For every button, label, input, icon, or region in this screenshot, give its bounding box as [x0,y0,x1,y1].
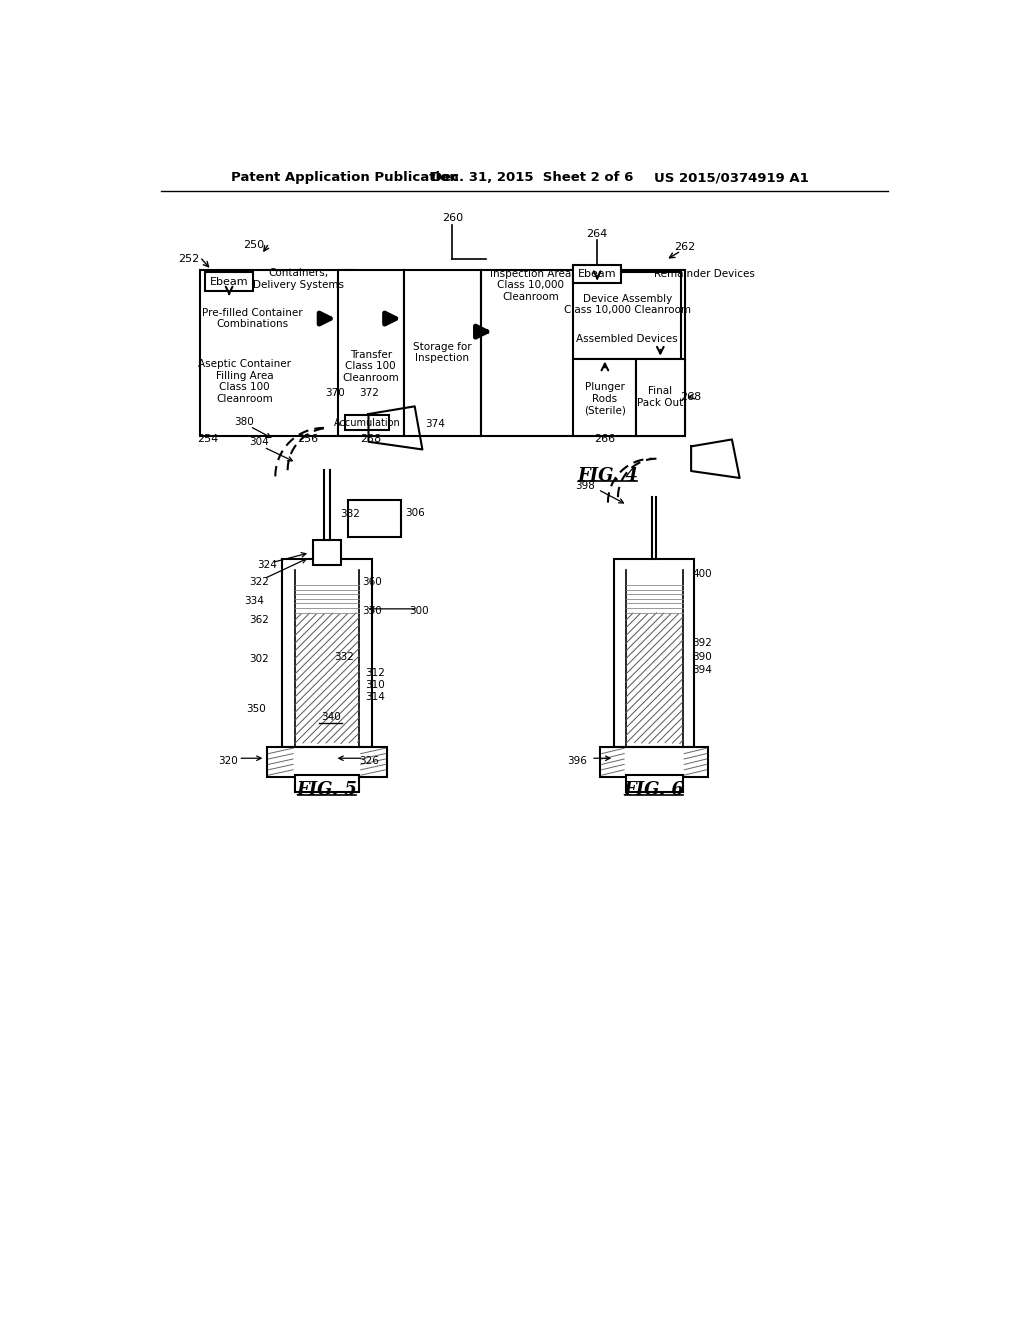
Text: Accumulation: Accumulation [334,417,400,428]
Bar [573,264,621,284]
Bar [348,500,400,537]
Text: 256: 256 [297,434,318,445]
Bar [200,271,354,436]
Text: 262: 262 [675,242,695,252]
Text: 254: 254 [197,434,218,445]
Text: Plunger
Rods
(Sterile): Plunger Rods (Sterile) [584,381,626,416]
Text: Patent Application Publication: Patent Application Publication [230,172,459,185]
Text: Dec. 31, 2015  Sheet 2 of 6: Dec. 31, 2015 Sheet 2 of 6 [431,172,633,185]
Bar [573,272,681,359]
Text: Inspection Area
Class 10,000
Cleanroom: Inspection Area Class 10,000 Cleanroom [490,269,571,302]
Text: Transfer
Class 100
Cleanroom: Transfer Class 100 Cleanroom [342,350,399,383]
Bar [295,775,359,792]
Text: Pre-filled Container
Combinations: Pre-filled Container Combinations [202,308,302,330]
Text: 326: 326 [359,756,379,767]
Text: 312: 312 [365,668,385,677]
Text: 300: 300 [410,606,429,616]
Text: Ebeam: Ebeam [210,277,249,286]
Text: Aseptic Container
Filling Area
Class 100
Cleanroom: Aseptic Container Filling Area Class 100… [198,359,291,404]
Text: 370: 370 [325,388,344,399]
Text: FIG. 5: FIG. 5 [297,781,357,799]
Text: FIG. 4: FIG. 4 [578,467,638,484]
Text: Remainder Devices: Remainder Devices [654,269,755,279]
Text: 340: 340 [321,711,341,722]
Bar [283,558,372,747]
Bar [614,558,694,747]
Text: 360: 360 [361,577,382,587]
Text: 302: 302 [249,653,269,664]
Text: 350: 350 [246,704,266,714]
Bar [637,359,685,436]
Text: 268: 268 [681,392,701,403]
Bar [626,775,683,792]
Text: 372: 372 [359,388,379,399]
Text: 250: 250 [243,240,264,251]
Text: 264: 264 [587,228,608,239]
Text: FIG. 6: FIG. 6 [624,781,685,799]
Text: 332: 332 [334,652,353,663]
Text: 396: 396 [567,756,587,767]
Text: Final
Pack Out: Final Pack Out [637,387,683,408]
Text: 258: 258 [360,434,381,445]
Text: Storage for
Inspection: Storage for Inspection [413,342,472,363]
Text: Ebeam: Ebeam [578,269,616,279]
Bar [267,747,387,776]
Text: Device Assembly
Class 10,000 Cleanroom: Device Assembly Class 10,000 Cleanroom [563,294,691,315]
Text: 330: 330 [361,606,382,616]
Text: 322: 322 [249,577,269,587]
Bar [339,271,403,436]
Text: 314: 314 [365,693,385,702]
Bar [600,747,708,776]
Text: 324: 324 [257,560,276,570]
Text: 382: 382 [340,510,360,519]
Bar [313,540,341,565]
Bar [481,271,685,436]
Text: Assembled Devices: Assembled Devices [577,334,678,345]
Text: Containers,
Delivery Systems: Containers, Delivery Systems [253,268,344,290]
Text: 394: 394 [692,665,712,675]
Text: 380: 380 [233,417,254,426]
Text: 362: 362 [249,615,269,626]
Bar [403,271,481,436]
Text: 252: 252 [178,253,199,264]
Text: 304: 304 [249,437,269,446]
Text: 392: 392 [692,639,712,648]
Text: 398: 398 [574,480,595,491]
Bar [205,272,253,290]
Text: 374: 374 [425,418,444,429]
Text: 400: 400 [692,569,712,579]
Text: 320: 320 [218,756,239,767]
Text: 266: 266 [594,434,615,445]
Text: 260: 260 [442,214,463,223]
Bar [573,359,637,436]
Text: 306: 306 [406,508,425,517]
Bar [345,414,389,430]
Text: 334: 334 [244,597,264,606]
Text: 390: 390 [692,652,712,661]
Text: 310: 310 [365,680,385,690]
Text: US 2015/0374919 A1: US 2015/0374919 A1 [654,172,809,185]
